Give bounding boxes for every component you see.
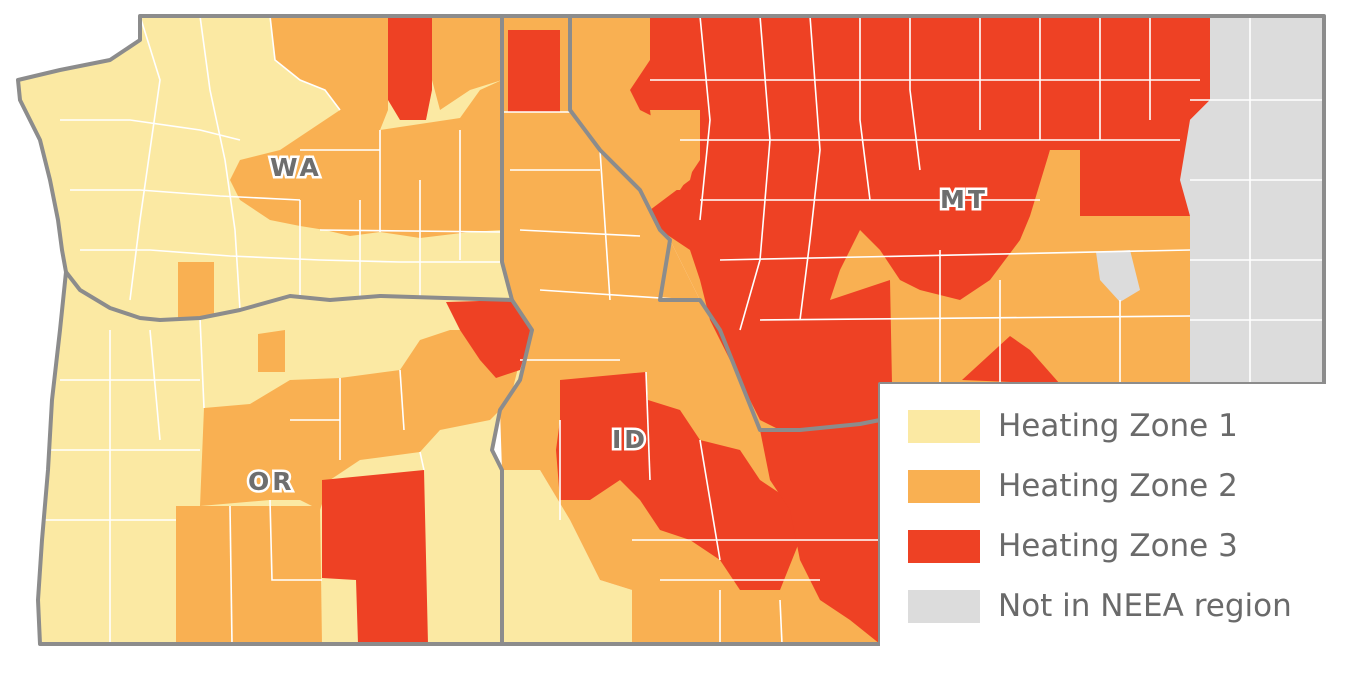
state-idaho: [500, 16, 880, 645]
legend-label-zone3: Heating Zone 3: [998, 528, 1238, 564]
legend-label-not-neea: Not in NEEA region: [998, 588, 1292, 624]
legend-item-zone1: Heating Zone 1: [908, 406, 1238, 446]
wa-zone2-northeast-b: [432, 16, 502, 110]
legend-item-zone2: Heating Zone 2: [908, 466, 1238, 506]
state-label-mt: MT: [940, 185, 988, 214]
wa-county-lines: [60, 15, 503, 311]
wa-zone3-pend-oreille: [388, 16, 432, 120]
state-label-wa: WA: [270, 153, 322, 182]
or-zone2-south: [176, 506, 322, 644]
wa-zone2-south-small: [178, 262, 214, 326]
or-id-border: [490, 298, 534, 644]
or-zone3-wallowa: [446, 300, 532, 378]
legend-swatch-zone1: [908, 409, 980, 443]
id-zone3-east: [760, 420, 880, 644]
legend-swatch-zone3: [908, 529, 980, 563]
or-zone3-harney: [322, 470, 428, 644]
id-zone3-boundary: [508, 30, 560, 112]
id-mt-border: [568, 16, 881, 432]
state-label-id: ID: [612, 425, 648, 454]
or-zone2-small: [258, 330, 285, 372]
id-county-lines: [502, 111, 880, 645]
legend-swatch-zone2: [908, 469, 980, 503]
legend-item-not-neea: Not in NEEA region: [908, 586, 1292, 626]
wa-or-border: [64, 270, 513, 322]
legend-swatch-not-neea: [908, 589, 980, 623]
or-zone2-central: [200, 330, 520, 510]
mt-zone3-region: [630, 16, 1210, 430]
legend: Heating Zone 1 Heating Zone 2 Heating Zo…: [880, 384, 1340, 650]
legend-label-zone1: Heating Zone 1: [998, 408, 1238, 444]
id-zone3-central: [556, 372, 800, 590]
legend-label-zone2: Heating Zone 2: [998, 468, 1238, 504]
state-oregon: [38, 272, 532, 645]
wa-id-border: [500, 16, 514, 301]
wa-zone2-northeast: [230, 16, 502, 238]
id-zone1-region: [502, 470, 632, 644]
mt-zone3-south: [962, 336, 1060, 384]
mt-not-neea-pocket: [1096, 250, 1140, 302]
state-montana: [570, 15, 1324, 430]
mt-zone2-pocket: [1030, 150, 1080, 236]
mt-county-lines: [650, 15, 1324, 384]
or-county-lines: [45, 317, 425, 645]
state-label-or: OR: [248, 467, 295, 496]
mt-not-neea-region: [1180, 16, 1324, 384]
legend-item-zone3: Heating Zone 3: [908, 526, 1238, 566]
mt-zone2-west: [650, 110, 700, 190]
state-washington: [18, 15, 510, 326]
